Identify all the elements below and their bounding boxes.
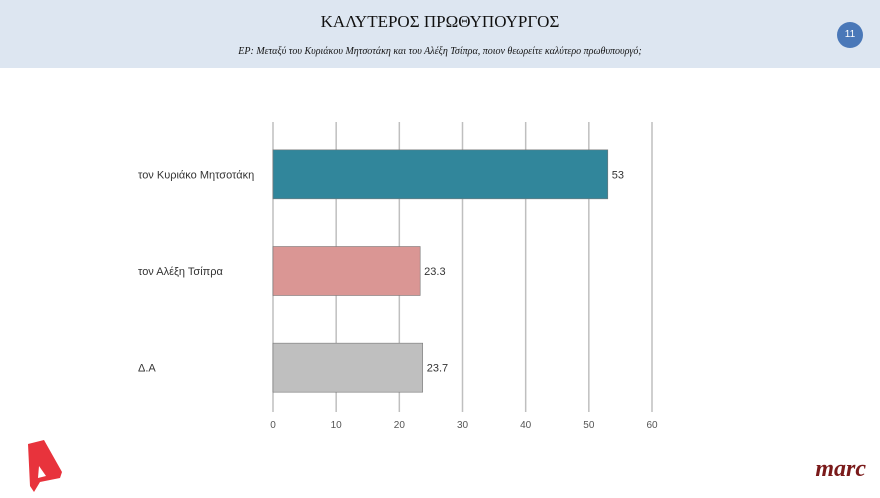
bar [272,149,609,200]
alpha-logo [28,440,62,492]
x-tick-label: 40 [520,420,532,431]
marc-logo: marc [815,456,866,482]
category-label: Δ.Α [138,363,156,375]
bar [272,246,421,296]
page-title: ΚΑΛΥΤΕΡΟΣ ΠΡΩΘΥΠΟΥΡΓΟΣ [320,12,560,31]
x-tick-label: 10 [331,420,343,431]
category-label: τον Αλέξη Τσίπρα [138,266,223,278]
page-number-badge: 11 [837,22,863,48]
x-tick-label: 20 [394,420,406,431]
x-tick-label: 30 [457,420,469,431]
header: ΚΑΛΥΤΕΡΟΣ ΠΡΩΘΥΠΟΥΡΓΟΣ ΕΡ: Μεταξύ του Κυ… [0,0,880,68]
data-label: 23.3 [424,266,445,278]
x-tick-label: 0 [270,420,276,431]
data-label: 53 [612,169,624,181]
question-text: ΕΡ: Μεταξύ του Κυριάκου Μητσοτάκη και το… [238,46,642,57]
x-tick-label: 50 [583,420,595,431]
bar [272,342,424,393]
data-label: 23.7 [427,363,448,375]
x-tick-label: 60 [646,420,658,431]
category-label: τον Κυριάκο Μητσοτάκη [138,169,254,181]
